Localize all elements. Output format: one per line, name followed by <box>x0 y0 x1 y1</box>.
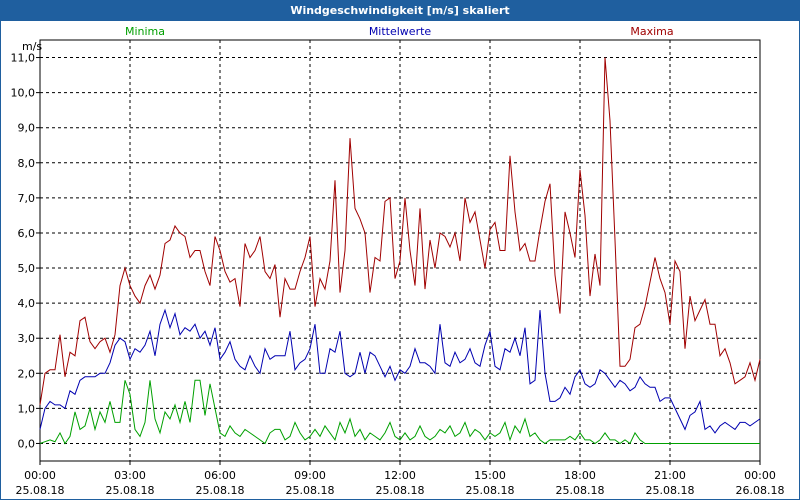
x-tick-date-label: 25.08.18 <box>286 484 335 497</box>
series-line-maxima <box>39 57 761 405</box>
x-tick-time-label: 12:00 <box>384 469 416 482</box>
x-tick-date-label: 25.08.18 <box>196 484 245 497</box>
chart-title: Windgeschwindigkeit [m/s] skaliert <box>1 1 799 21</box>
x-tick-time-label: 15:00 <box>474 469 506 482</box>
x-tick-time-label: 21:00 <box>654 469 686 482</box>
x-tick-time-label: 06:00 <box>204 469 236 482</box>
x-tick-date-label: 25.08.18 <box>466 484 515 497</box>
y-tick-label: 8,0 <box>18 157 36 170</box>
y-tick-label: 3,0 <box>18 332 36 345</box>
x-tick-date-label: 25.08.18 <box>16 484 65 497</box>
y-tick-label: 0,0 <box>18 437 36 450</box>
x-axis: 00:00 25.08.18 03:00 25.08.18 06:00 25.08.18 0… <box>16 461 785 497</box>
y-tick-label: 4,0 <box>18 297 36 310</box>
legend: Minima Mittelwerte Maxima <box>125 25 674 38</box>
x-tick-time-label: 18:00 <box>564 469 596 482</box>
y-tick-label: 1,0 <box>18 402 36 415</box>
x-tick-time-label: 00:00 <box>744 469 776 482</box>
y-tick-label: 9,0 <box>18 122 36 135</box>
x-tick-time-label: 00:00 <box>24 469 56 482</box>
x-tick-date-label: 25.08.18 <box>646 484 695 497</box>
y-tick-label: 10,0 <box>11 87 36 100</box>
y-tick-label: 6,0 <box>18 227 36 240</box>
series-group <box>39 57 761 445</box>
legend-entry-minima: Minima <box>125 25 165 38</box>
y-tick-label: 11,0 <box>11 52 36 65</box>
x-tick-date-label: 25.08.18 <box>106 484 155 497</box>
x-tick-time-label: 09:00 <box>294 469 326 482</box>
x-tick-date-label: 25.08.18 <box>556 484 605 497</box>
wind-speed-chart: 0,0 1,0 2,0 3,0 4,0 5,0 6,0 7,0 8,0 9,0 10,0 11,0 0… <box>11 25 785 497</box>
grid <box>39 40 761 461</box>
y-axis-label: m/s <box>22 40 42 53</box>
x-tick-date-label: 26.08.18 <box>736 484 785 497</box>
series-line-mittelwerte <box>39 308 761 434</box>
y-axis: 0,0 1,0 2,0 3,0 4,0 5,0 6,0 7,0 8,0 9,0 10,0 11,0 <box>11 52 40 450</box>
y-tick-label: 2,0 <box>18 367 36 380</box>
y-tick-label: 7,0 <box>18 192 36 205</box>
legend-entry-maxima: Maxima <box>630 25 673 38</box>
x-tick-time-label: 03:00 <box>114 469 146 482</box>
legend-entry-mittelwerte: Mittelwerte <box>369 25 432 38</box>
series-line-minima <box>39 379 760 445</box>
x-tick-date-label: 25.08.18 <box>376 484 425 497</box>
y-tick-label: 5,0 <box>18 262 36 275</box>
